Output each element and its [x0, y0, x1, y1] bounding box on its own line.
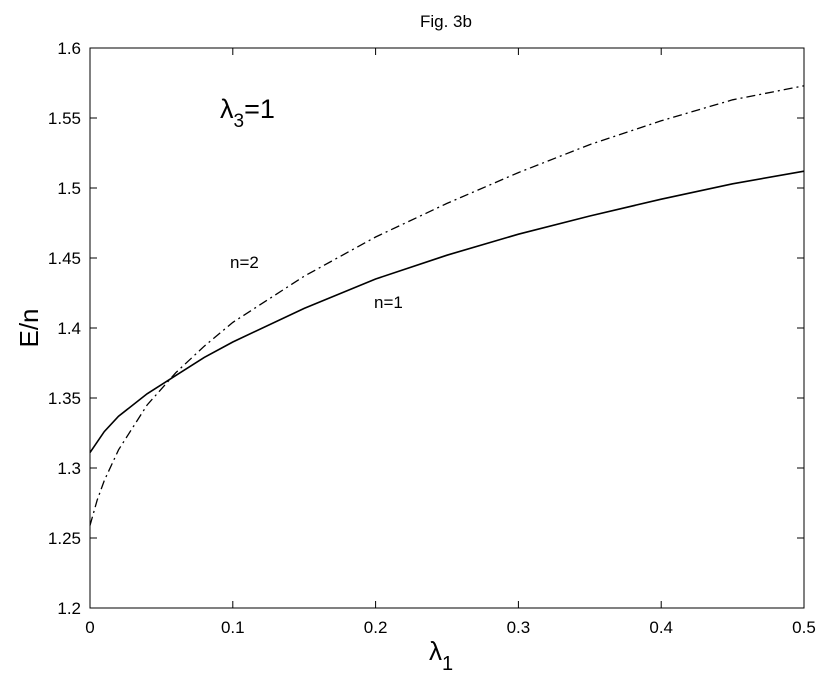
series-line-n1: [89, 170, 805, 454]
x-tick-label: 0.3: [507, 618, 531, 637]
y-tick-label: 1.35: [48, 389, 81, 408]
x-axis-label-main: λ: [429, 636, 442, 666]
y-tick-label: 1.45: [48, 249, 81, 268]
y-tick-label: 1.55: [48, 109, 81, 128]
x-axis-label: λ1: [429, 636, 453, 675]
x-tick-label: 0: [85, 618, 94, 637]
x-axis-label-subscript: 1: [442, 653, 453, 675]
x-axis-ticks: 0 0.1 0.2 0.3 0.4 0.5: [85, 48, 816, 637]
x-tick-label: 0.1: [221, 618, 245, 637]
x-tick-label: 0.2: [364, 618, 388, 637]
y-axis-label: E/n: [14, 308, 44, 347]
y-tick-label: 1.2: [57, 599, 81, 618]
annotation-lambda-subscript: 3: [234, 111, 245, 132]
x-tick-label: 0.5: [792, 618, 816, 637]
y-tick-label: 1.25: [48, 529, 81, 548]
y-tick-label: 1.4: [57, 319, 81, 338]
chart-title: Fig. 3b: [420, 12, 472, 31]
annotation-lambda-symbol: λ: [220, 94, 234, 124]
y-tick-label: 1.3: [57, 459, 81, 478]
plot-frame: [89, 47, 805, 609]
y-tick-label: 1.5: [57, 179, 81, 198]
series-label-n2: n=2: [230, 253, 259, 272]
annotation-lambda3: λ3=1: [220, 94, 275, 132]
series-label-n1: n=1: [374, 293, 403, 312]
y-axis-ticks: 1.2 1.25 1.3 1.35 1.4 1.45 1.5 1.55 1.6: [48, 39, 804, 618]
x-tick-label: 0.4: [649, 618, 673, 637]
y-tick-label: 1.6: [57, 39, 81, 58]
annotation-lambda-equals: =1: [244, 94, 275, 124]
series-line-n2: [89, 85, 805, 526]
